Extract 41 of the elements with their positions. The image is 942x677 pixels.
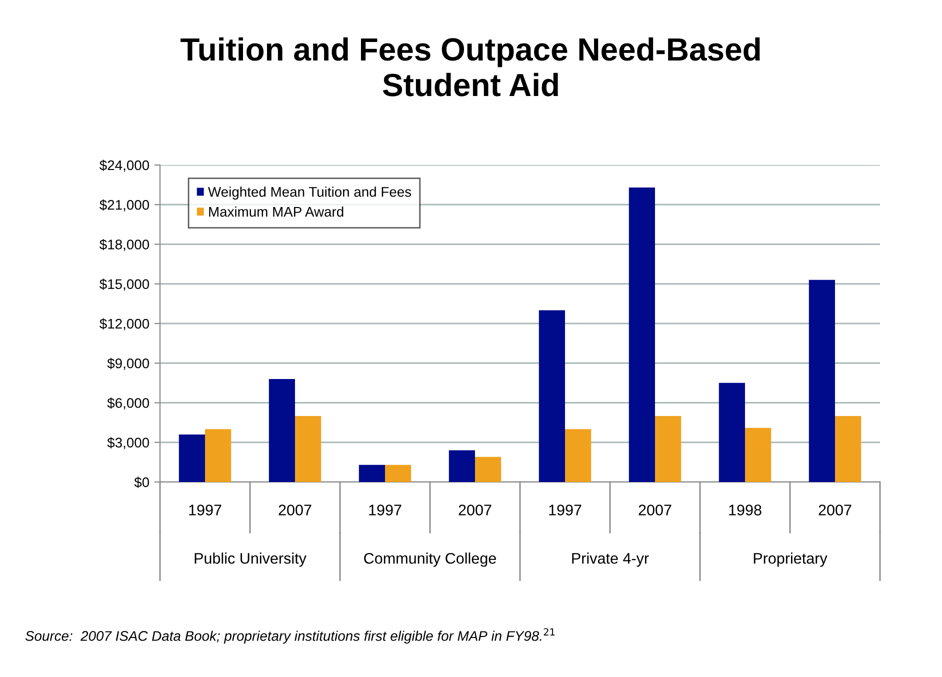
x-tick-label: 2007 xyxy=(818,504,852,516)
bar xyxy=(745,428,772,482)
y-tick-label: $12,000 xyxy=(100,318,150,330)
bar xyxy=(565,429,592,482)
x-tick-label: 1997 xyxy=(189,504,222,516)
y-tick-label: $18,000 xyxy=(100,239,150,252)
bar xyxy=(205,429,232,482)
bar xyxy=(655,416,682,482)
x-tick-label: 2007 xyxy=(458,504,492,516)
y-tick-label: $3,000 xyxy=(107,437,150,450)
x-tick-label: 2007 xyxy=(278,504,312,516)
bar xyxy=(538,310,565,482)
bar xyxy=(718,382,745,482)
text: Public University xyxy=(194,552,306,567)
bar xyxy=(835,416,862,482)
y-tick-label: $0 xyxy=(134,476,150,488)
y-tick-label: $21,000 xyxy=(100,199,150,212)
x-tick-label: 2007 xyxy=(638,504,672,516)
legend-label: Weighted Mean Tuition and Fees xyxy=(208,186,412,200)
bar xyxy=(628,187,655,482)
x-tick-label: 1997 xyxy=(369,504,402,516)
text: Proprietary xyxy=(754,552,828,567)
bar xyxy=(808,280,835,482)
chart-title: Tuition and Fees Outpace Need-Based Student Aid xyxy=(180,37,760,96)
bar xyxy=(268,378,295,482)
bar xyxy=(385,464,412,482)
y-tick-label: $6,000 xyxy=(107,398,150,410)
bar xyxy=(295,416,322,482)
y-tick-label: $24,000 xyxy=(100,160,150,172)
bar xyxy=(475,456,502,482)
y-tick-label: $15,000 xyxy=(100,278,150,291)
source-note: Source: 2007 ISAC Data Book; proprietary institutions first eligible for MAP in FY98.$^{21}$ xyxy=(25,628,555,644)
x-tick-label: 1998 xyxy=(729,504,762,516)
bar xyxy=(358,464,385,482)
bar xyxy=(448,450,475,482)
bar xyxy=(178,434,205,482)
text: Private 4-yr xyxy=(572,552,649,567)
text: Community College xyxy=(364,552,496,567)
y-tick-label: $9,000 xyxy=(107,358,150,370)
x-tick-label: 1997 xyxy=(549,504,582,516)
legend-label: Maximum MAP Award xyxy=(209,206,344,217)
